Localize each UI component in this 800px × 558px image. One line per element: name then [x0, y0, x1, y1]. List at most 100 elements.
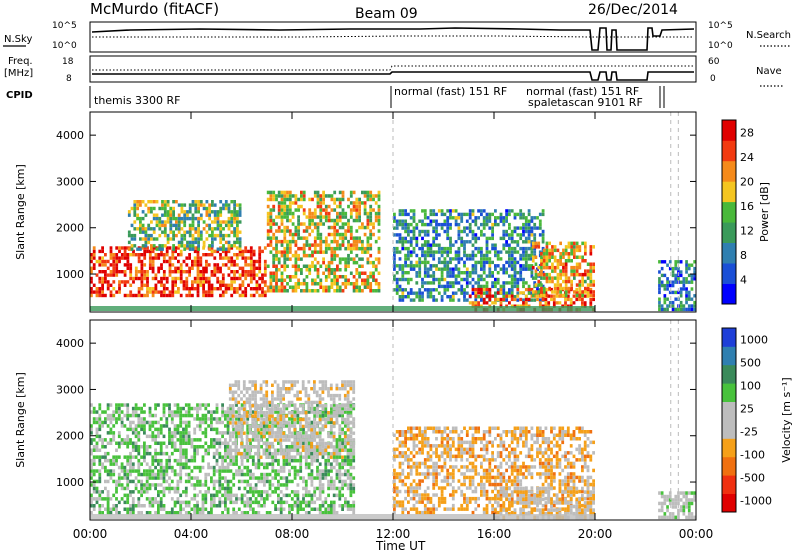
velocity-echo-cell — [254, 425, 257, 428]
velocity-echo-cell — [207, 403, 210, 407]
power-echo-cell — [138, 294, 141, 297]
velocity-echo-cell — [241, 473, 244, 477]
velocity-echo-cell — [277, 501, 280, 505]
power-echo-cell — [401, 278, 404, 281]
power-echo-cell — [286, 289, 289, 293]
power-echo-cell — [242, 250, 245, 253]
velocity-echo-cell — [149, 504, 152, 508]
power-echo-cell — [466, 298, 469, 301]
velocity-echo-cell — [311, 473, 314, 477]
velocity-echo-cell — [154, 428, 157, 432]
power-echo-cell — [342, 222, 345, 226]
power-echo-cell — [519, 257, 522, 260]
power-echo-cell — [511, 209, 514, 212]
power-echo-cell — [535, 283, 538, 287]
power-echo-cell — [430, 295, 433, 298]
power-echo-cell — [281, 240, 284, 244]
power-echo-cell — [186, 210, 189, 213]
power-echo-cell — [568, 252, 571, 256]
power-echo-cell — [393, 220, 396, 223]
power-echo-cell — [680, 308, 683, 311]
velocity-echo-cell — [311, 501, 314, 505]
power-echo-cell — [460, 220, 463, 223]
velocity-echo-cell — [263, 432, 266, 435]
power-echo-cell — [537, 242, 540, 246]
velocity-echo-cell — [271, 462, 274, 466]
velocity-echo-cell — [221, 431, 224, 435]
velocity-echo-cell — [251, 432, 254, 435]
power-echo-cell — [546, 252, 549, 256]
velocity-echo-cell — [347, 508, 350, 512]
velocity-echo-cell — [118, 483, 121, 487]
velocity-echo-cell — [115, 490, 118, 494]
power-echo-cell — [378, 261, 381, 265]
velocity-echo-cell — [240, 428, 243, 431]
power-echo-cell — [658, 260, 661, 263]
power-echo-cell — [562, 266, 565, 270]
velocity-echo-cell — [185, 431, 188, 435]
power-echo-cell — [333, 219, 336, 223]
power-echo-cell — [275, 215, 278, 219]
power-echo-cell — [455, 240, 458, 243]
power-echo-cell — [169, 263, 172, 266]
velocity-echo-cell — [110, 476, 113, 480]
velocity-echo-cell — [193, 417, 196, 421]
power-echo-cell — [528, 288, 531, 291]
power-echo-cell — [511, 237, 514, 240]
velocity-echo-cell — [230, 459, 233, 463]
power-echo-cell — [358, 247, 361, 251]
velocity-echo-cell — [101, 421, 104, 425]
velocity-echo-cell — [188, 473, 191, 477]
velocity-echo-cell — [271, 459, 274, 463]
velocity-echo-cell — [93, 407, 96, 411]
power-echo-cell — [452, 257, 455, 260]
velocity-echo-cell — [257, 428, 260, 431]
power-echo-cell — [319, 247, 322, 251]
power-echo-cell — [289, 275, 292, 279]
power-echo-cell — [339, 257, 342, 261]
velocity-echo-cell — [302, 494, 305, 498]
velocity-echo-cell — [277, 469, 280, 473]
velocity-echo-cell — [257, 490, 260, 494]
velocity-echo-cell — [213, 494, 216, 498]
velocity-echo-cell — [182, 466, 185, 470]
power-echo-cell — [174, 284, 177, 287]
power-echo-cell — [219, 210, 222, 213]
velocity-echo-cell — [151, 501, 154, 505]
power-echo-cell — [491, 223, 494, 226]
power-echo-cell — [197, 277, 200, 280]
power-echo-cell — [565, 266, 568, 270]
velocity-echo-cell — [263, 504, 266, 508]
velocity-echo-cell — [254, 421, 257, 424]
velocity-echo-cell — [210, 414, 213, 418]
velocity-echo-cell — [336, 487, 339, 491]
power-echo-cell — [217, 227, 220, 230]
power-echo-cell — [322, 272, 325, 276]
velocity-echo-cell — [149, 466, 152, 470]
power-echo-cell — [511, 288, 514, 291]
velocity-echo-cell — [213, 480, 216, 484]
velocity-echo-cell — [213, 473, 216, 477]
power-echo-cell — [502, 281, 505, 284]
power-echo-cell — [568, 256, 571, 260]
power-echo-cell — [295, 198, 298, 202]
velocity-echo-cell — [221, 462, 224, 466]
power-echo-cell — [183, 224, 186, 227]
power-echo-cell — [430, 288, 433, 291]
power-echo-cell — [528, 254, 531, 257]
power-echo-cell — [342, 198, 345, 202]
velocity-echo-cell — [196, 511, 199, 515]
power-echo-cell — [562, 263, 565, 267]
velocity-echo-cell — [254, 404, 257, 407]
power-echo-cell — [306, 268, 309, 272]
velocity-echo-cell — [196, 407, 199, 411]
velocity-echo-cell — [177, 424, 180, 428]
power-echo-cell — [367, 261, 370, 265]
power-echo-cell — [206, 237, 209, 240]
velocity-echo-cell — [285, 480, 288, 484]
velocity-echo-cell — [221, 487, 224, 491]
velocity-echo-cell — [330, 480, 333, 484]
power-echo-cell — [528, 268, 531, 271]
power-echo-cell — [444, 268, 447, 271]
power-echo-cell — [378, 236, 381, 240]
